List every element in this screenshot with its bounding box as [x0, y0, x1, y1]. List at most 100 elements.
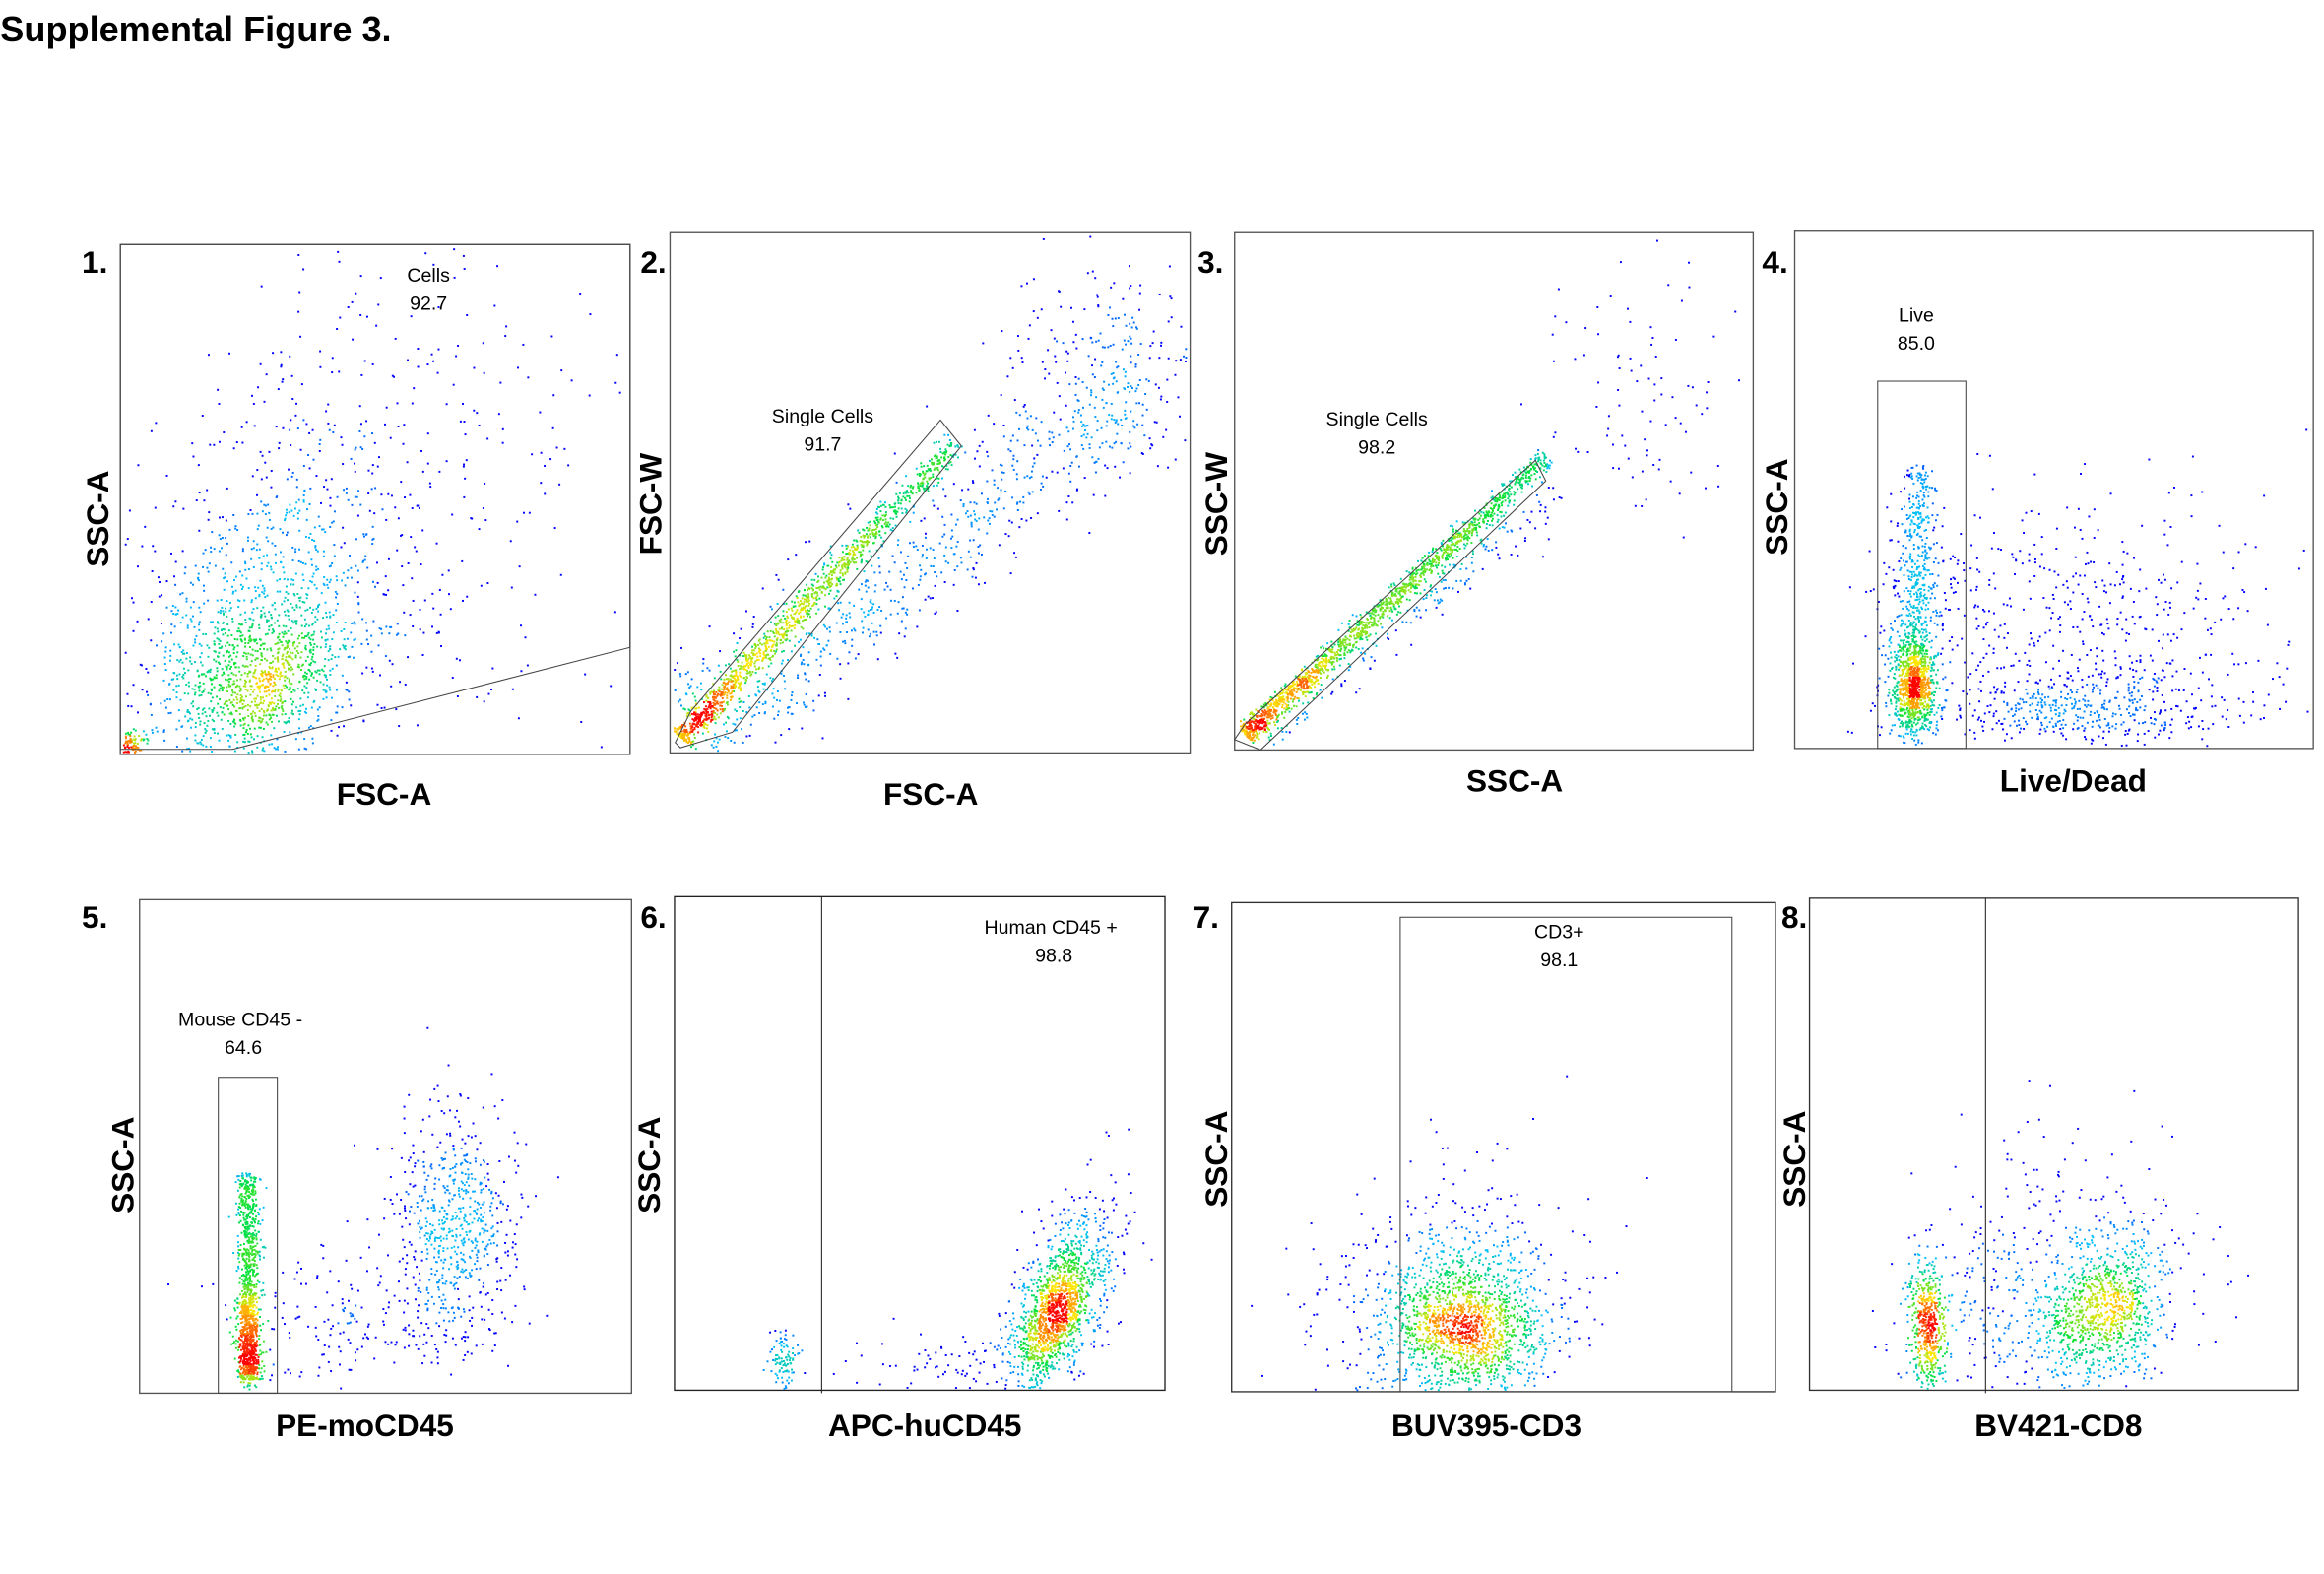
event-point: [228, 610, 230, 612]
event-point: [272, 352, 274, 354]
event-point: [1051, 329, 1053, 331]
event-point: [713, 740, 715, 742]
event-point: [907, 485, 909, 487]
event-point: [315, 549, 317, 551]
event-point: [204, 728, 206, 730]
event-point: [1177, 396, 1179, 398]
event-point: [791, 608, 793, 610]
event-point: [208, 571, 210, 573]
event-point: [1017, 439, 1019, 441]
event-point: [909, 497, 911, 499]
event-point: [343, 572, 345, 574]
event-point: [779, 700, 781, 702]
event-point: [321, 636, 323, 638]
event-point: [894, 502, 896, 504]
event-point: [868, 614, 870, 616]
event-point: [181, 662, 183, 664]
event-point: [796, 702, 798, 704]
event-point: [348, 499, 350, 501]
event-point: [272, 543, 274, 545]
event-point: [274, 545, 276, 547]
event-point: [875, 531, 877, 533]
event-point: [1545, 506, 1547, 508]
event-point: [1660, 377, 1662, 379]
event-point: [705, 696, 707, 698]
event-point: [904, 586, 906, 588]
event-point: [251, 395, 253, 397]
event-point: [938, 441, 940, 443]
event-point: [253, 547, 255, 549]
event-point: [1063, 467, 1065, 469]
y-axis-label: SSC-A: [80, 471, 115, 567]
event-point: [195, 565, 197, 567]
event-point: [145, 668, 147, 670]
event-point: [261, 562, 263, 564]
event-point: [360, 423, 362, 425]
event-point: [206, 490, 208, 492]
event-point: [749, 664, 751, 666]
event-point: [1082, 407, 1084, 409]
event-point: [292, 642, 294, 644]
event-point: [1513, 504, 1515, 506]
event-point: [314, 584, 316, 586]
event-point: [421, 529, 423, 531]
event-point: [316, 672, 318, 674]
event-point: [210, 551, 212, 553]
event-point: [1488, 550, 1490, 552]
event-point: [742, 742, 744, 744]
event-point: [1410, 622, 1412, 623]
event-point: [1445, 587, 1447, 589]
event-point: [311, 656, 313, 658]
event-point: [1094, 277, 1096, 279]
event-point: [812, 605, 814, 607]
event-point: [272, 666, 274, 668]
event-point: [798, 641, 800, 643]
event-point: [847, 662, 849, 664]
event-point: [413, 387, 415, 389]
event-point: [1133, 322, 1135, 324]
event-point: [1035, 432, 1037, 434]
event-point: [233, 652, 235, 654]
event-point: [201, 645, 203, 647]
event-point: [878, 557, 880, 559]
event-point: [289, 356, 290, 358]
event-point: [307, 692, 309, 694]
event-point: [133, 630, 135, 632]
event-point: [1069, 448, 1071, 450]
event-point: [313, 643, 315, 645]
event-point: [206, 644, 208, 646]
event-point: [364, 360, 366, 361]
event-point: [239, 635, 241, 637]
event-point: [369, 510, 371, 512]
event-point: [1012, 455, 1014, 457]
event-point: [1016, 460, 1018, 462]
event-point: [220, 706, 222, 708]
event-point: [873, 643, 875, 645]
event-point: [781, 663, 783, 665]
event-point: [870, 524, 872, 526]
event-point: [1136, 387, 1138, 389]
event-point: [694, 737, 696, 739]
event-point: [716, 695, 718, 697]
event-point: [773, 688, 775, 689]
event-point: [989, 517, 991, 519]
event-point: [817, 575, 819, 577]
event-point: [714, 734, 716, 736]
event-point: [283, 633, 285, 635]
event-point: [718, 665, 720, 667]
event-point: [284, 700, 286, 702]
event-point: [260, 644, 262, 646]
event-point: [228, 686, 230, 688]
event-point: [281, 706, 283, 708]
event-point: [1544, 511, 1546, 513]
event-point: [1135, 363, 1137, 365]
event-point: [1617, 389, 1619, 391]
event-point: [1018, 526, 1020, 528]
event-point: [238, 623, 240, 625]
event-point: [895, 510, 897, 512]
event-point: [1141, 425, 1143, 426]
event-point: [932, 597, 934, 599]
event-point: [126, 752, 128, 754]
event-point: [1060, 306, 1062, 308]
event-point: [730, 699, 732, 701]
